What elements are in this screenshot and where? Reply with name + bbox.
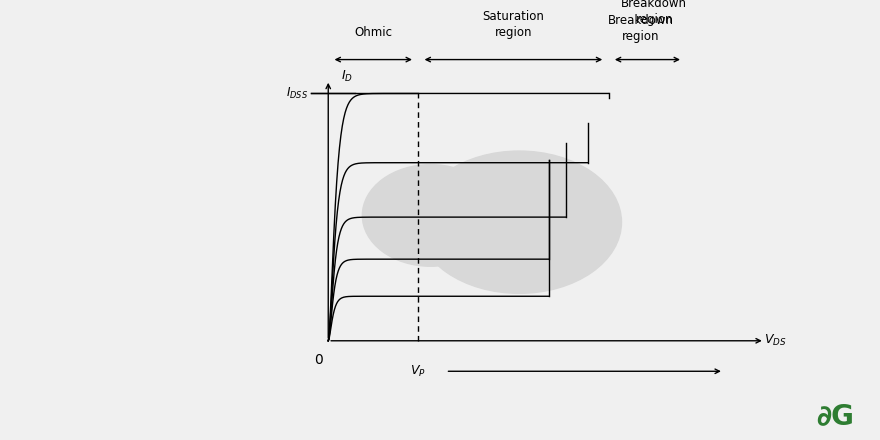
Text: Saturation
region: Saturation region [482, 10, 545, 39]
Text: $V_{DS}$: $V_{DS}$ [764, 333, 786, 348]
Text: $I_D$: $I_D$ [341, 69, 353, 84]
Ellipse shape [417, 151, 621, 293]
Text: Breakdown
region: Breakdown region [607, 14, 673, 43]
Text: Breakdown
region: Breakdown region [621, 0, 687, 26]
Text: $I_{DSS}$: $I_{DSS}$ [286, 86, 308, 101]
Ellipse shape [363, 165, 499, 266]
Text: 0: 0 [313, 352, 322, 367]
Text: Ohmic: Ohmic [355, 26, 392, 39]
Text: ∂G: ∂G [816, 402, 854, 430]
Text: $V_P$: $V_P$ [410, 364, 426, 379]
